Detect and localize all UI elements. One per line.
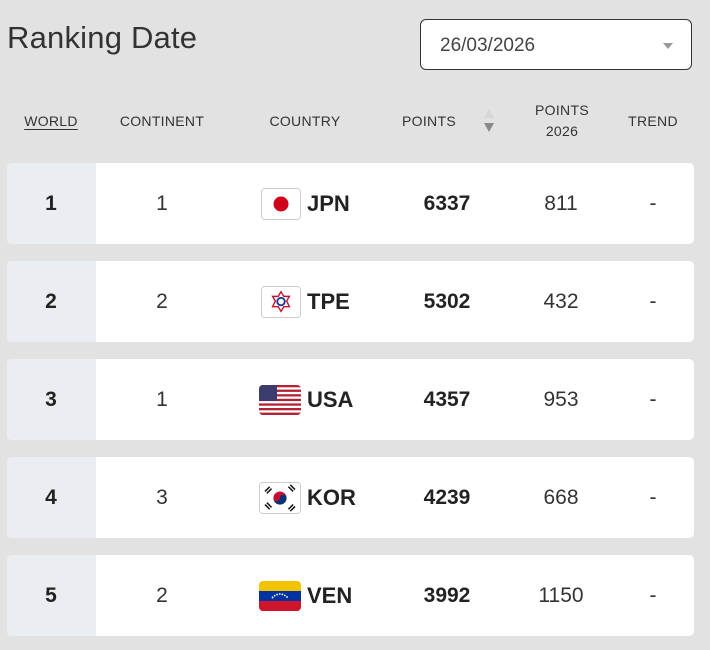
points: 5302: [423, 289, 471, 313]
table-row[interactable]: 5 2 VEN 3992 1150 -: [7, 555, 694, 636]
points-year: 432: [543, 289, 579, 313]
points: 6337: [423, 191, 471, 215]
trend: -: [649, 387, 657, 411]
table-row[interactable]: 4 3 KOR 4239 668 -: [7, 457, 694, 538]
country-code[interactable]: JPN: [307, 190, 350, 216]
korea-flag-icon: [259, 481, 301, 514]
world-rank-cell: [7, 457, 96, 538]
trend: -: [649, 583, 657, 607]
country-code[interactable]: USA: [307, 386, 354, 412]
world-rank: 4: [45, 485, 57, 509]
col-header-points-year-line2: 2026: [545, 123, 579, 139]
country-code[interactable]: KOR: [307, 484, 356, 510]
trend: -: [649, 485, 657, 509]
world-rank-cell: [7, 555, 96, 636]
world-rank-cell: [7, 359, 96, 440]
points-year: 1150: [538, 583, 584, 607]
continent-rank: 1: [156, 387, 168, 411]
col-header-trend[interactable]: TREND: [628, 113, 678, 129]
points: 4239: [423, 485, 471, 509]
col-header-points-year[interactable]: POINTS 2026: [535, 100, 589, 142]
points: 4357: [423, 387, 471, 411]
table-row[interactable]: 3 1 USA 4357 953 -: [7, 359, 694, 440]
chevron-down-icon: [663, 43, 673, 49]
world-rank: 5: [45, 583, 57, 607]
continent-rank: 1: [156, 191, 168, 215]
col-header-points-year-line1: POINTS: [535, 102, 589, 118]
venezuela-flag-icon: [259, 580, 301, 611]
trend: -: [649, 191, 657, 215]
world-rank: 3: [45, 387, 57, 411]
trend: -: [649, 289, 657, 313]
page-title: Ranking Date: [7, 20, 198, 55]
continent-rank: 2: [156, 289, 168, 313]
world-rank-cell: [7, 163, 96, 244]
ranking-date-value: 26/03/2026: [440, 35, 536, 56]
points-year: 953: [543, 387, 579, 411]
points-year: 668: [543, 485, 579, 509]
continent-rank: 2: [156, 583, 168, 607]
col-header-continent[interactable]: CONTINENT: [119, 113, 205, 129]
continent-rank: 3: [156, 485, 168, 509]
col-header-points[interactable]: POINTS: [402, 113, 456, 129]
table-row[interactable]: 1 1 JPN 6337 811 -: [7, 163, 694, 244]
japan-flag-icon: [261, 187, 301, 220]
chinese-taipei-flag-icon: [261, 285, 301, 318]
col-header-world[interactable]: WORLD: [24, 113, 78, 129]
usa-flag-icon: [259, 384, 301, 415]
world-rank-cell: [7, 261, 96, 342]
ranking-date-select[interactable]: 26/03/2026: [420, 19, 692, 70]
col-header-country[interactable]: COUNTRY: [269, 113, 341, 129]
world-rank: 2: [45, 289, 57, 313]
sort-icon[interactable]: [482, 108, 496, 134]
points: 3992: [423, 583, 471, 607]
world-rank: 1: [45, 191, 57, 215]
table-row[interactable]: 2 2 TPE 5302 432 -: [7, 261, 694, 342]
country-code[interactable]: VEN: [307, 582, 353, 608]
points-year: 811: [544, 191, 578, 215]
country-code[interactable]: TPE: [307, 288, 350, 314]
